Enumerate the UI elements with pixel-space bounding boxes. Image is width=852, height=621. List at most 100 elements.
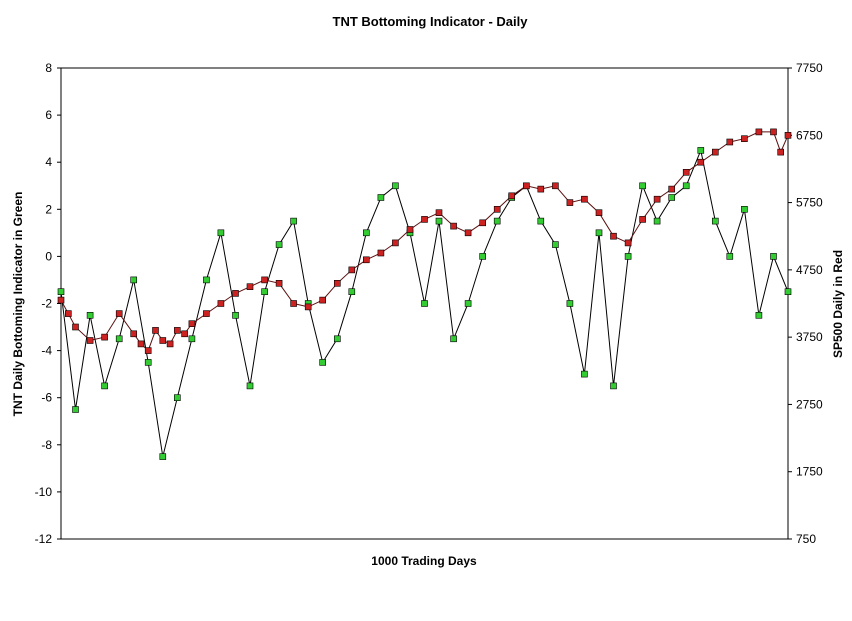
series-layer [57, 128, 792, 460]
indicator-point [362, 229, 370, 237]
indicator-point [537, 217, 545, 225]
right-tick-label: 7750 [796, 61, 823, 75]
left-tick-label: 6 [45, 108, 52, 122]
sp500-point [144, 347, 152, 354]
sp500-point [166, 340, 174, 348]
indicator-point [290, 217, 297, 225]
right-axis: 7750 6750 5750 4750 3750 2750 1750 750 [788, 61, 823, 546]
y-axis-title: TNT Daily Bottoming Indicator in Green [11, 192, 25, 417]
indicator-point [130, 276, 137, 284]
sp500-point [57, 296, 65, 304]
sp500-point [624, 239, 632, 247]
sp500-point [174, 327, 181, 334]
sp500-point [159, 337, 167, 344]
sp500-point [581, 195, 588, 203]
indicator-point [595, 229, 603, 237]
indicator-point [566, 300, 574, 307]
left-tick-label: -4 [41, 344, 52, 358]
sp500-point [711, 148, 719, 156]
sp500-point [246, 283, 254, 291]
sp500-point [65, 310, 72, 317]
left-axis: 8 6 4 2 0 -2 -4 -6 -8 -10 -12 [35, 61, 61, 546]
indicator-point [770, 253, 777, 260]
sp500-point [777, 148, 785, 156]
indicator-point [333, 335, 341, 343]
left-tick-label: -6 [41, 391, 52, 405]
sp500-point [232, 290, 239, 297]
sp500-point [290, 300, 297, 307]
indicator-point [421, 300, 428, 307]
sp500-point [508, 192, 516, 200]
indicator-point [144, 359, 152, 366]
sp500-point [362, 256, 370, 264]
sp500-point [130, 330, 137, 338]
indicator-point [261, 288, 268, 296]
sp500-point [682, 169, 690, 176]
right-tick-label: 2750 [796, 397, 823, 411]
sp500-point [668, 185, 676, 193]
sp500-point [348, 266, 356, 274]
indicator-point [392, 182, 399, 190]
sp500-point [421, 216, 428, 223]
sp500-point [137, 340, 145, 348]
right-tick-label: 6750 [796, 128, 823, 142]
sp500-point [377, 249, 385, 257]
indicator-point [348, 288, 356, 296]
indicator-point [377, 194, 385, 201]
sp500-point [741, 135, 748, 142]
sp500-point [653, 195, 661, 203]
sp500-point [697, 158, 705, 166]
sp500-point [595, 209, 603, 216]
left-tick-label: 2 [45, 202, 52, 216]
sp500-point [522, 182, 530, 190]
indicator-point [464, 300, 472, 307]
indicator-point [435, 217, 443, 225]
sp500-point [333, 279, 341, 287]
sp500-point [261, 276, 268, 284]
left-tick-label: 4 [45, 155, 52, 169]
sp500-point [72, 323, 79, 331]
sp500-point [784, 132, 792, 139]
sp500-point [406, 226, 414, 233]
left-tick-label: 0 [45, 249, 52, 263]
sp500-point [319, 296, 327, 304]
indicator-point [174, 394, 181, 402]
left-tick-label: -8 [41, 438, 52, 452]
indicator-point [653, 217, 661, 225]
indicator-point [275, 241, 283, 248]
indicator-point [319, 359, 327, 366]
indicator-point [159, 453, 167, 460]
left-tick-label: -2 [41, 297, 52, 311]
sp500-point [435, 209, 443, 216]
right-tick-label: 3750 [796, 330, 823, 344]
sp500-point [181, 330, 188, 338]
indicator-point [232, 311, 239, 319]
indicator-point [246, 382, 254, 390]
sp500-point [101, 333, 108, 341]
indicator-point [581, 370, 588, 378]
sp500-point [537, 185, 545, 193]
sp500-point [152, 327, 159, 334]
sp500-point [275, 279, 283, 287]
indicator-point [697, 147, 705, 154]
indicator-point [726, 253, 734, 260]
right-tick-label: 750 [796, 532, 816, 546]
indicator-point [101, 382, 108, 390]
sp500-point [217, 300, 225, 307]
indicator-point [682, 182, 690, 190]
indicator-point [552, 241, 559, 248]
indicator-point [72, 406, 79, 413]
sp500-point [304, 303, 312, 311]
sp500-point [493, 206, 501, 213]
indicator-point [624, 253, 632, 260]
chart-title: TNT Bottoming Indicator - Daily [333, 14, 529, 29]
sp500-point [479, 219, 487, 227]
indicator-point [203, 276, 210, 284]
sp500-point [450, 222, 457, 230]
right-tick-label: 4750 [796, 263, 823, 277]
sp500-point [392, 239, 399, 247]
indicator-point [450, 335, 457, 343]
indicator-point [741, 206, 748, 213]
indicator-point [86, 311, 94, 319]
